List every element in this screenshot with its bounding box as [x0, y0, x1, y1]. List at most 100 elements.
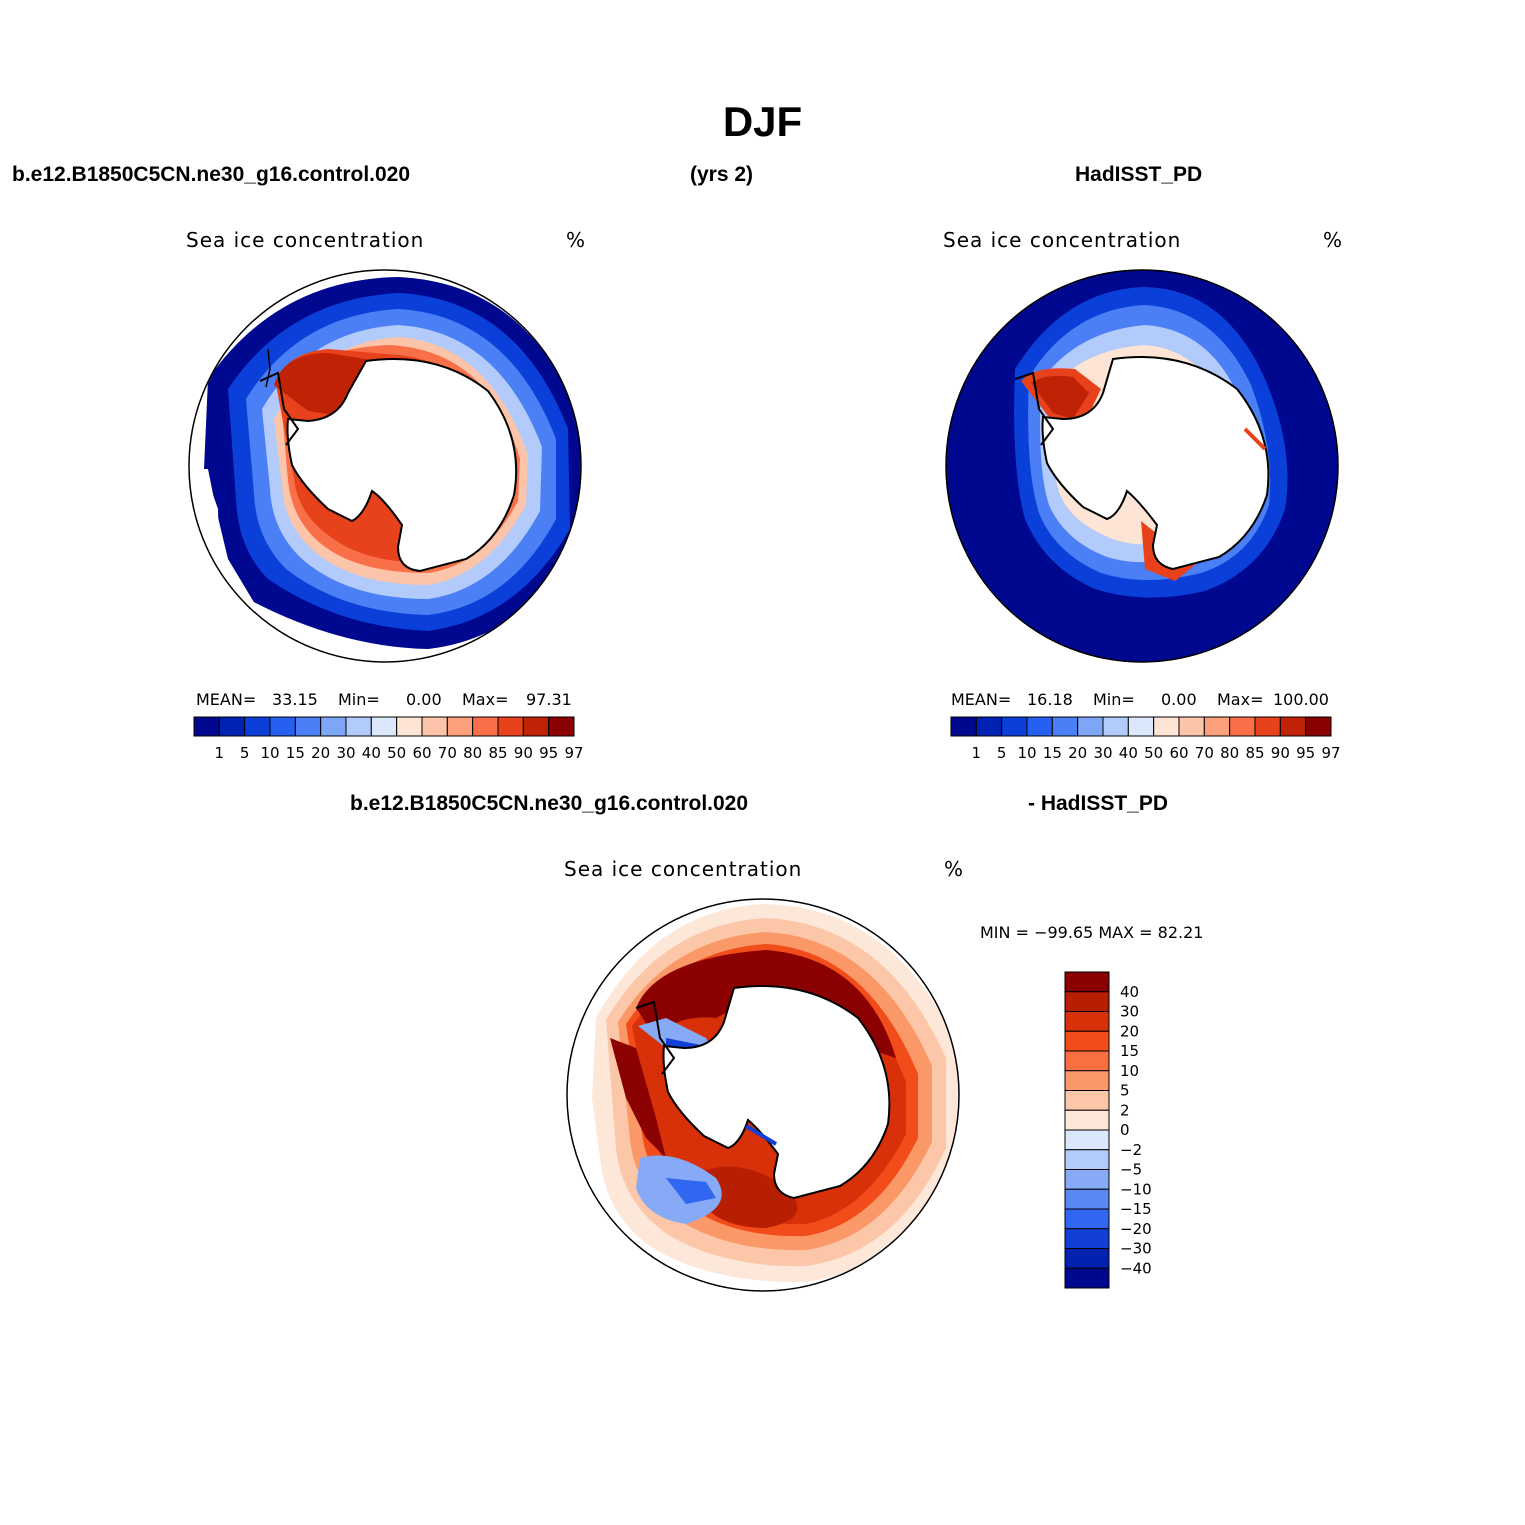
diff-panel-units: % [944, 857, 965, 881]
colorbar-swatch [1064, 1248, 1110, 1269]
colorbar-tick-label: 5 [240, 744, 250, 762]
obs-panel-units: % [1323, 228, 1344, 252]
colorbar-tick-label: 70 [1195, 744, 1214, 762]
colorbar-tick-label: −40 [1120, 1259, 1152, 1277]
colorbar-tick-label: 30 [336, 744, 355, 762]
obs-colorbar: 1 5 10 15 20 30 40 50 60 70 80 85 90 95 97 [950, 716, 1341, 762]
colorbar-swatch [1153, 716, 1180, 737]
obs-mean-value: 16.18 [1027, 690, 1073, 709]
colorbar-swatch [1305, 716, 1332, 737]
colorbar-swatch [193, 716, 220, 737]
colorbar-swatch [1064, 1070, 1110, 1091]
colorbar-swatch [1279, 716, 1307, 737]
obs-max-value: 100.00 [1273, 690, 1329, 709]
colorbar-tick-label: 20 [1068, 744, 1087, 762]
colorbar-swatch [1051, 716, 1079, 737]
colorbar-swatch [1064, 1149, 1110, 1170]
diff-panel-title: Sea ice concentration [564, 857, 803, 881]
colorbar-tick-label: 10 [1120, 1062, 1139, 1080]
obs-min-value: 0.00 [1161, 690, 1197, 709]
colorbar-tick-label: 10 [260, 744, 279, 762]
diff-case-name: b.e12.B1850C5CN.ne30_g16.control.020 [350, 792, 749, 815]
colorbar-swatch [1064, 1109, 1110, 1131]
colorbar-tick-label: 40 [1120, 983, 1139, 1001]
colorbar-swatch [1178, 716, 1205, 737]
colorbar-tick-label: 50 [387, 744, 406, 762]
colorbar-tick-label: 70 [438, 744, 457, 762]
colorbar-tick-label: −15 [1120, 1200, 1152, 1218]
colorbar-swatch [1254, 716, 1281, 737]
diff-obs-name: - HadISST_PD [1028, 792, 1169, 815]
colorbar-swatch [244, 716, 271, 737]
model-max-value: 97.31 [526, 690, 572, 709]
model-panel-title: Sea ice concentration [186, 228, 425, 252]
model-colorbar: 1 5 10 15 20 30 40 50 60 70 80 85 90 95 97 [193, 716, 584, 762]
colorbar-tick-label: 15 [1043, 744, 1062, 762]
colorbar-swatch [472, 716, 499, 737]
diff-map [566, 898, 960, 1292]
colorbar-swatch [1064, 971, 1110, 993]
years-label: (yrs 2) [690, 163, 754, 186]
colorbar-swatch [1064, 1030, 1110, 1052]
colorbar-swatch [1127, 716, 1155, 737]
colorbar-tick-label: 95 [1296, 744, 1315, 762]
colorbar-swatch [1064, 1228, 1110, 1249]
colorbar-tick-label: 1 [972, 744, 982, 762]
colorbar-swatch [1064, 1050, 1110, 1072]
colorbar-tick-label: 40 [362, 744, 381, 762]
colorbar-swatch [345, 716, 372, 737]
colorbar-swatch [396, 716, 423, 737]
obs-min-label: Min= [1093, 690, 1135, 709]
colorbar-swatch [548, 716, 575, 737]
colorbar-swatch [975, 716, 1003, 737]
colorbar-tick-label: 20 [1120, 1022, 1139, 1040]
model-mean-value: 33.15 [272, 690, 318, 709]
colorbar-swatch [1064, 1011, 1110, 1032]
colorbar-swatch [370, 716, 398, 737]
colorbar-tick-label: −10 [1120, 1180, 1152, 1198]
figure-title: DJF [722, 98, 803, 145]
colorbar-swatch [1026, 716, 1053, 737]
colorbar-swatch [1064, 1208, 1110, 1230]
colorbar-tick-label: 85 [488, 744, 507, 762]
colorbar-tick-label: 10 [1017, 744, 1036, 762]
colorbar-swatch [1229, 716, 1256, 737]
colorbar-tick-label: 97 [564, 744, 583, 762]
colorbar-tick-label: −30 [1120, 1240, 1152, 1258]
obs-max-label: Max= [1217, 690, 1264, 709]
colorbar-tick-label: −20 [1120, 1220, 1152, 1238]
colorbar-tick-label: 5 [997, 744, 1007, 762]
colorbar-tick-label: 85 [1245, 744, 1264, 762]
colorbar-swatch [1203, 716, 1231, 737]
colorbar-tick-label: 90 [1271, 744, 1290, 762]
colorbar-swatch [1064, 1090, 1110, 1111]
model-min-value: 0.00 [406, 690, 442, 709]
colorbar-swatch [320, 716, 347, 737]
colorbar-swatch [1064, 1169, 1110, 1190]
colorbar-swatch [950, 716, 977, 737]
colorbar-tick-label: 15 [1120, 1042, 1139, 1060]
colorbar-tick-label: 30 [1093, 744, 1112, 762]
colorbar-swatch [522, 716, 550, 737]
colorbar-swatch [446, 716, 474, 737]
colorbar-swatch [421, 716, 448, 737]
colorbar-tick-label: 97 [1321, 744, 1340, 762]
colorbar-swatch [1064, 1267, 1110, 1289]
colorbar-swatch [1077, 716, 1104, 737]
diff-minmax: MIN = −99.65 MAX = 82.21 [980, 923, 1204, 942]
colorbar-swatch [497, 716, 524, 737]
model-panel-units: % [566, 228, 587, 252]
colorbar-tick-label: 60 [1169, 744, 1188, 762]
obs-map [945, 269, 1339, 663]
colorbar-tick-label: 80 [1220, 744, 1239, 762]
colorbar-tick-label: −5 [1120, 1161, 1142, 1179]
colorbar-swatch [218, 716, 246, 737]
colorbar-swatch [1001, 716, 1028, 737]
colorbar-tick-label: −2 [1120, 1141, 1142, 1159]
colorbar-tick-label: 2 [1120, 1101, 1130, 1119]
colorbar-swatch [1102, 716, 1129, 737]
colorbar-swatch [1064, 1188, 1110, 1210]
colorbar-tick-label: 5 [1120, 1082, 1130, 1100]
colorbar-tick-label: 40 [1119, 744, 1138, 762]
